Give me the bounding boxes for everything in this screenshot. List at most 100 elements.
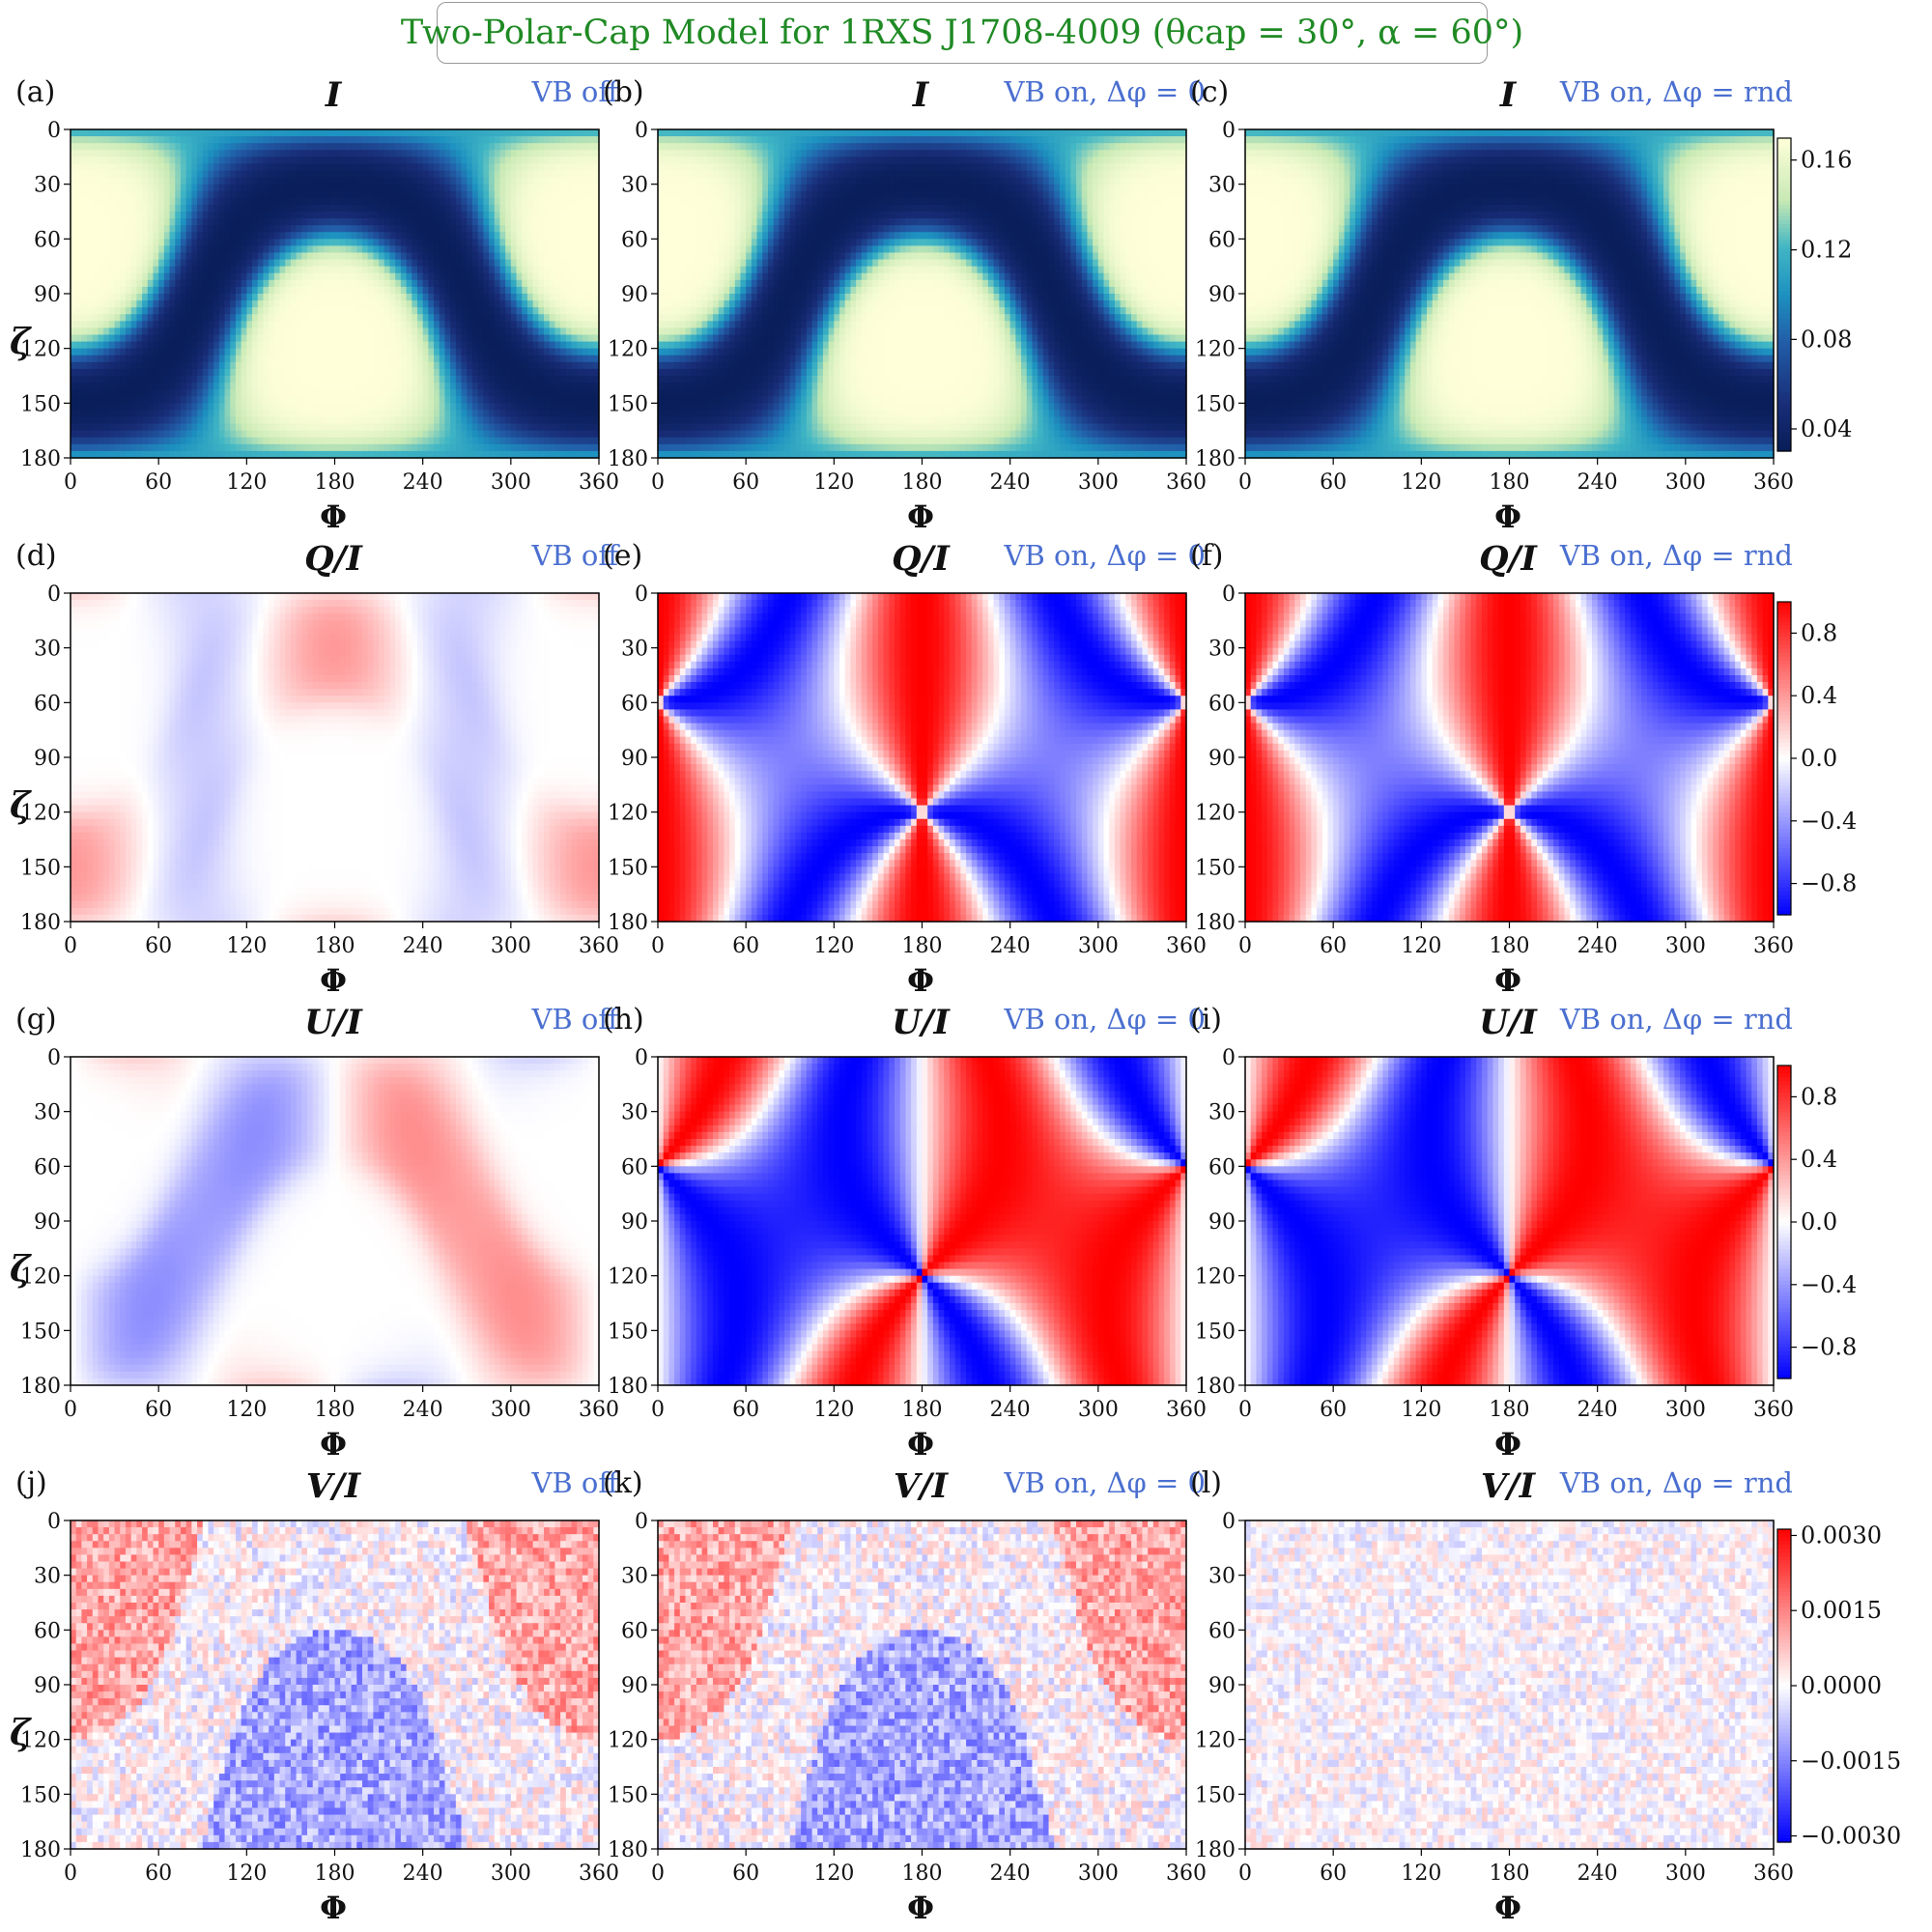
heatmap-cell	[494, 334, 501, 343]
heatmap-cell	[81, 307, 88, 315]
heatmap-cell	[318, 383, 325, 390]
heatmap-cell	[593, 314, 600, 322]
heatmap-cell	[185, 334, 192, 343]
heatmap-cell	[328, 232, 336, 240]
heatmap-cell	[560, 327, 567, 336]
heatmap-cell	[467, 348, 473, 356]
heatmap-cell	[334, 376, 341, 384]
heatmap-cell	[587, 341, 594, 350]
heatmap-cell	[92, 279, 99, 288]
heatmap-cell	[153, 190, 159, 199]
heatmap-cell	[98, 225, 104, 233]
heatmap-cell	[1125, 143, 1132, 151]
heatmap-cell	[467, 204, 473, 213]
heatmap-cell	[400, 348, 408, 356]
heatmap-cell	[185, 177, 192, 185]
heatmap-cell	[356, 348, 363, 356]
heatmap-cell	[75, 321, 82, 329]
heatmap-cell	[587, 361, 594, 370]
heatmap-cell	[153, 218, 159, 226]
heatmap-cell	[356, 190, 363, 199]
heatmap-cell	[395, 245, 402, 254]
heatmap-cell	[565, 163, 573, 172]
heatmap-cell	[241, 156, 247, 165]
heatmap-cell	[499, 368, 506, 377]
heatmap-cell	[301, 212, 308, 219]
heatmap-cell	[175, 327, 182, 336]
heatmap-cell	[92, 239, 99, 247]
heatmap-cell	[658, 129, 665, 137]
heatmap-cell	[81, 136, 88, 144]
heatmap-cell	[467, 225, 473, 233]
heatmap-cell	[334, 321, 341, 329]
heatmap-cell	[455, 327, 463, 336]
heatmap-cell	[510, 184, 518, 192]
heatmap-cell	[125, 423, 132, 432]
heatmap-cell	[516, 348, 523, 356]
heatmap-cell	[779, 143, 785, 151]
heatmap-cell	[395, 396, 402, 404]
heatmap-cell	[328, 190, 336, 199]
heatmap-cell	[516, 300, 523, 308]
heatmap-cell	[839, 150, 846, 157]
heatmap-cell	[257, 294, 265, 301]
heatmap-cell	[75, 437, 82, 445]
heatmap-cell	[246, 383, 253, 390]
heatmap-cell	[494, 327, 501, 336]
heatmap-cell	[312, 423, 320, 432]
heatmap-cell	[312, 272, 320, 281]
heatmap-cell	[412, 286, 418, 295]
heatmap-cell	[71, 450, 77, 459]
heatmap-cell	[582, 368, 589, 377]
heatmap-cell	[92, 150, 99, 157]
heatmap-cell	[108, 212, 116, 219]
heatmap-cell	[489, 307, 496, 315]
heatmap-cell	[467, 416, 473, 425]
heatmap-cell	[246, 136, 253, 144]
heatmap-cell	[384, 170, 391, 179]
heatmap-cell	[416, 355, 424, 363]
heatmap-cell	[384, 334, 391, 343]
heatmap-cell	[954, 150, 961, 157]
heatmap-cell	[71, 361, 77, 370]
heatmap-cell	[163, 266, 171, 274]
heatmap-cell	[932, 136, 940, 144]
heatmap-cell	[367, 334, 374, 343]
heatmap-cell	[103, 184, 110, 192]
heatmap-cell	[103, 437, 110, 445]
heatmap-cell	[136, 450, 143, 459]
heatmap-cell	[351, 259, 357, 268]
heatmap-cell	[522, 410, 528, 418]
heatmap-cell	[516, 430, 523, 439]
heatmap-cell	[263, 279, 270, 288]
heatmap-cell	[318, 239, 325, 247]
heatmap-cell	[471, 368, 479, 377]
heatmap-cell	[461, 403, 468, 412]
heatmap-cell	[593, 259, 600, 268]
heatmap-cell	[560, 225, 567, 233]
heatmap-cell	[87, 307, 94, 315]
heatmap-cell	[444, 376, 451, 384]
heatmap-cell	[356, 334, 363, 343]
heatmap-cell	[356, 136, 363, 144]
heatmap-cell	[554, 184, 561, 192]
heatmap-cell	[1054, 143, 1061, 151]
heatmap-cell	[87, 129, 94, 137]
heatmap-cell	[361, 355, 369, 363]
heatmap-cell	[120, 307, 127, 315]
heatmap-cell	[328, 272, 336, 281]
heatmap-cell	[499, 389, 506, 397]
heatmap-cell	[1081, 143, 1089, 151]
heatmap-cell	[307, 156, 314, 165]
heatmap-cell	[416, 150, 424, 157]
heatmap-cell	[285, 170, 292, 179]
heatmap-cell	[324, 156, 330, 165]
heatmap-cell	[483, 368, 490, 377]
heatmap-cell	[439, 190, 446, 199]
heatmap-cell	[285, 376, 292, 384]
heatmap-cell	[191, 314, 198, 322]
heatmap-cell	[87, 450, 94, 459]
heatmap-cell	[235, 170, 242, 179]
heatmap-cell	[384, 389, 391, 397]
heatmap-cell	[224, 279, 231, 288]
